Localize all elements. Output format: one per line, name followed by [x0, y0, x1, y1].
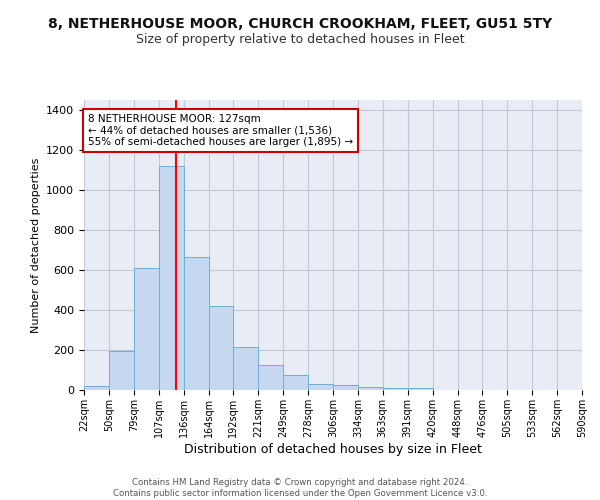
- X-axis label: Distribution of detached houses by size in Fleet: Distribution of detached houses by size …: [184, 442, 482, 456]
- Text: 8, NETHERHOUSE MOOR, CHURCH CROOKHAM, FLEET, GU51 5TY: 8, NETHERHOUSE MOOR, CHURCH CROOKHAM, FL…: [48, 18, 552, 32]
- Text: Contains HM Land Registry data © Crown copyright and database right 2024.
Contai: Contains HM Land Registry data © Crown c…: [113, 478, 487, 498]
- Bar: [259, 364, 283, 390]
- Bar: [383, 388, 408, 390]
- Bar: [308, 384, 333, 390]
- Bar: [209, 306, 233, 390]
- Bar: [134, 268, 159, 390]
- Y-axis label: Number of detached properties: Number of detached properties: [31, 158, 41, 332]
- Bar: [184, 256, 209, 390]
- Bar: [109, 352, 134, 390]
- Bar: [84, 386, 109, 390]
- Bar: [333, 385, 358, 390]
- Bar: [283, 376, 308, 390]
- Text: 8 NETHERHOUSE MOOR: 127sqm
← 44% of detached houses are smaller (1,536)
55% of s: 8 NETHERHOUSE MOOR: 127sqm ← 44% of deta…: [88, 114, 353, 147]
- Text: Size of property relative to detached houses in Fleet: Size of property relative to detached ho…: [136, 32, 464, 46]
- Bar: [233, 347, 259, 390]
- Bar: [358, 387, 383, 390]
- Bar: [159, 166, 184, 390]
- Bar: [408, 388, 433, 390]
